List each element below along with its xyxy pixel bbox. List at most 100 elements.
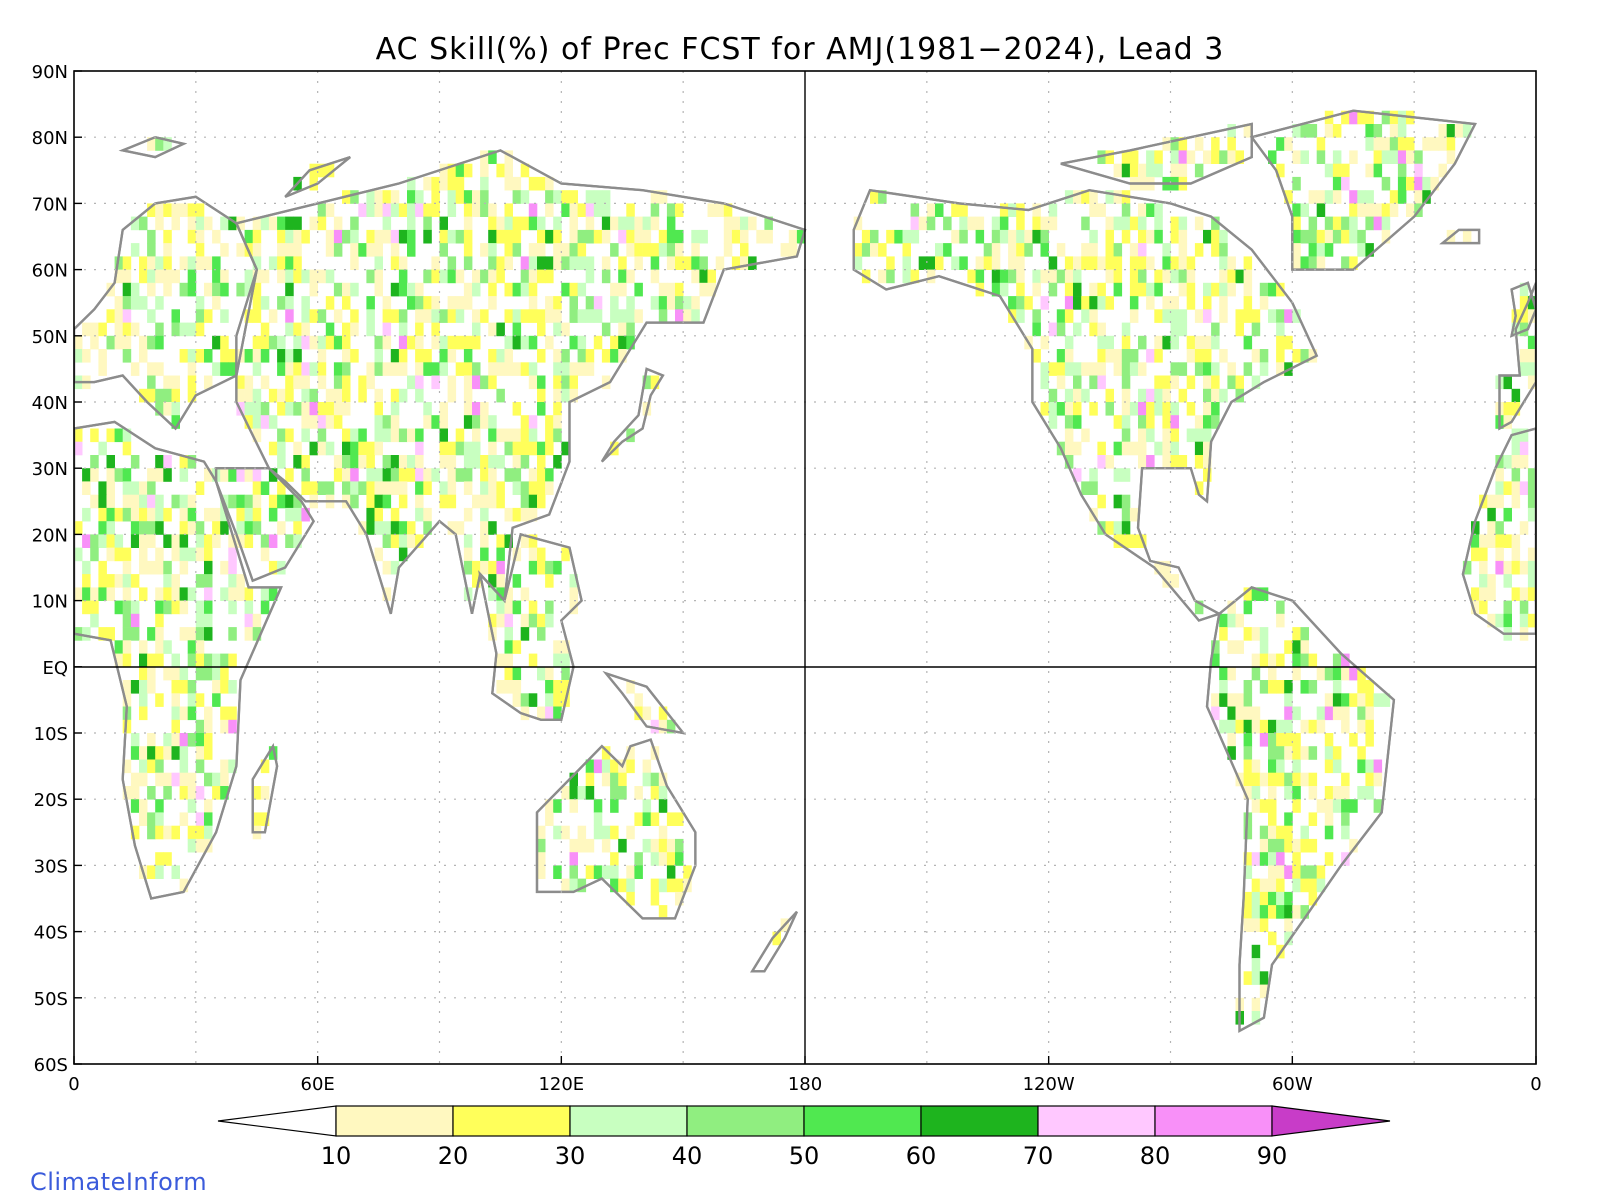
skill-cell [285, 296, 294, 310]
skill-cell [1365, 706, 1374, 721]
skill-cell [1081, 388, 1090, 403]
skill-cell [431, 296, 440, 310]
skill-cell [545, 269, 554, 284]
skill-cell [187, 706, 197, 721]
skill-cell [512, 282, 522, 297]
skill-cell [447, 163, 457, 178]
skill-cell [610, 349, 619, 363]
skill-cell [528, 282, 538, 297]
skill-cell [114, 468, 124, 482]
skill-cell [431, 335, 440, 350]
skill-cell [666, 216, 676, 231]
skill-cell [244, 282, 254, 297]
skill-cell [439, 216, 448, 231]
skill-cell [374, 229, 383, 244]
skill-cell [577, 362, 587, 376]
skill-cell [943, 216, 952, 231]
skill-cell [415, 494, 424, 509]
skill-cell [350, 468, 359, 482]
skill-cell [1219, 229, 1228, 244]
skill-cell [1064, 441, 1074, 456]
skill-cell [553, 560, 562, 575]
skill-cell [1089, 256, 1098, 270]
skill-cell [447, 176, 457, 191]
skill-cell [204, 375, 213, 390]
skill-cell [1162, 269, 1171, 284]
skill-cell [1227, 362, 1236, 376]
lon-label: 120W [1023, 1074, 1075, 1095]
skill-cell [204, 282, 213, 297]
skill-cell [1316, 256, 1326, 270]
skill-cell [699, 269, 708, 284]
skill-cell [1365, 786, 1374, 800]
skill-cell [1300, 349, 1309, 363]
skill-cell [1194, 600, 1204, 615]
skill-cell [1332, 786, 1342, 800]
skill-cell [585, 362, 595, 376]
skill-cell [1219, 243, 1228, 257]
skill-cell [301, 322, 310, 337]
skill-cell [1121, 362, 1131, 376]
skill-cell [1186, 269, 1196, 284]
skill-cell [171, 865, 180, 879]
skill-cell [122, 600, 132, 615]
skill-cell [1227, 693, 1236, 707]
skill-cell [1178, 455, 1188, 469]
skill-cell [991, 229, 1001, 244]
skill-cell [991, 216, 1001, 231]
skill-cell [1048, 256, 1058, 270]
skill-cell [82, 349, 91, 363]
skill-cell [204, 653, 213, 668]
skill-cell [171, 587, 180, 601]
skill-cell [528, 309, 538, 323]
skill-cell [447, 309, 457, 323]
skill-cell [244, 415, 254, 429]
skill-cell [1251, 878, 1261, 893]
skill-cell [642, 243, 652, 257]
skill-cell [1089, 282, 1098, 297]
skill-cell [1259, 587, 1269, 601]
skill-cell [1194, 163, 1204, 178]
skill-cell [155, 203, 164, 217]
skill-cell [1276, 349, 1285, 363]
skill-cell [1089, 296, 1098, 310]
skill-cell [309, 441, 318, 456]
skill-cell [204, 613, 213, 628]
skill-cell [171, 666, 180, 681]
skill-cell [163, 203, 172, 217]
skill-cell [147, 666, 156, 681]
skill-cell [601, 838, 611, 853]
skill-cell [244, 507, 254, 522]
skill-cell [634, 229, 643, 244]
skill-cell [1519, 613, 1529, 628]
skill-cell [463, 481, 473, 495]
skill-cell [537, 494, 546, 509]
skill-cell [1211, 282, 1220, 297]
skill-cell [90, 587, 99, 601]
skill-cell [439, 415, 448, 429]
skill-cell [1162, 441, 1171, 456]
skill-cell [1032, 216, 1041, 231]
skill-cell [179, 666, 189, 681]
skill-cell [512, 507, 522, 522]
skill-cell [967, 269, 976, 284]
skill-cell [1292, 852, 1301, 866]
colorbar-tick-label: 30 [555, 1142, 586, 1170]
skill-cell [1048, 415, 1058, 429]
skill-cell [1300, 838, 1309, 853]
skill-cell [106, 547, 115, 562]
skill-cell [106, 507, 115, 522]
skill-cell [228, 362, 237, 376]
skill-cell [861, 229, 871, 244]
skill-cell [1268, 905, 1277, 919]
skill-cell [1089, 229, 1098, 244]
skill-cell [553, 296, 562, 310]
skill-cell [423, 309, 432, 323]
skill-cell [1316, 719, 1326, 734]
skill-cell [293, 256, 302, 270]
skill-cell [618, 309, 627, 323]
skill-cell [1471, 521, 1480, 535]
skill-cell [545, 415, 554, 429]
skill-cell [155, 137, 164, 151]
skill-cell [853, 216, 863, 231]
